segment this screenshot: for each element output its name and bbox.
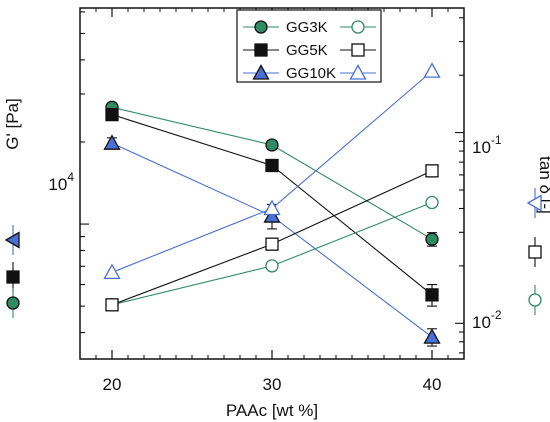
data-point: [263, 207, 281, 223]
data-point: [423, 62, 441, 78]
series-gg5k-left: [105, 107, 439, 307]
axis-key-marker: [528, 245, 542, 259]
series-gg10k-right: [103, 62, 441, 280]
x-tick-label-20: 20: [103, 375, 122, 394]
axis-key-marker: [6, 296, 20, 310]
data-point: [425, 232, 439, 246]
legend-markers: [243, 20, 376, 80]
y-right-tick-label-2: 10-2: [472, 308, 502, 332]
legend: GG3K GG5K GG10K: [236, 9, 382, 83]
data-point: [265, 158, 279, 173]
axis-key-gg3k: [528, 285, 542, 315]
axis-marker-keys: [4, 188, 542, 318]
axis-key-marker: [6, 270, 20, 284]
y-left-axis-label: G' [Pa]: [3, 98, 22, 149]
axis-key-gg3k: [6, 288, 20, 318]
data-series: [103, 62, 441, 347]
data-point: [425, 164, 439, 178]
legend-marker-open: [349, 64, 367, 80]
legend-label-gg5k: GG5K: [286, 42, 328, 59]
axis-key-marker: [528, 293, 542, 307]
data-point: [265, 259, 279, 273]
legend-marker-open: [351, 20, 365, 34]
legend-label-gg10k: GG10K: [286, 65, 336, 82]
y-left-tick-label: 104: [48, 170, 74, 194]
series-gg3k-left: [105, 100, 439, 247]
y-right-tick-label-1: 10-1: [472, 133, 502, 157]
data-point: [265, 237, 279, 251]
x-tick-label-30: 30: [263, 375, 282, 394]
series-gg10k-left: [103, 134, 441, 347]
data-point: [263, 199, 281, 216]
axis-key-gg10k: [526, 188, 542, 218]
legend-marker-filled: [254, 43, 268, 57]
x-axis-label: PAAc [wt %]: [226, 401, 318, 420]
legend-label-gg3k: GG3K: [286, 19, 328, 36]
data-point: [425, 288, 439, 302]
data-point: [105, 298, 119, 312]
axis-key-gg5k: [6, 262, 20, 292]
axis-key-gg10k: [4, 225, 20, 255]
data-point: [105, 107, 119, 122]
data-point: [423, 328, 441, 344]
x-tick-label-40: 40: [423, 375, 442, 394]
axis-key-marker: [526, 194, 542, 212]
data-point: [103, 134, 121, 150]
legend-marker-filled: [252, 64, 270, 80]
axis-key-gg5k: [528, 237, 542, 267]
legend-marker-filled: [254, 20, 268, 34]
series-gg5k-right: [105, 164, 439, 312]
data-point: [103, 263, 121, 280]
data-point: [425, 195, 439, 210]
legend-marker-open: [351, 43, 365, 57]
axis-key-marker: [4, 231, 20, 249]
data-point: [265, 138, 279, 152]
